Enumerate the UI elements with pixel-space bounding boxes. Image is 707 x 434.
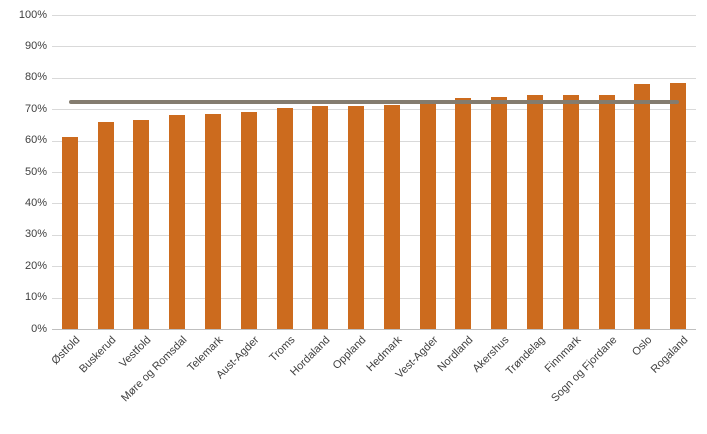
gridline (52, 77, 696, 79)
bar-oslo (634, 84, 651, 329)
x-tick-label: Østfold (49, 334, 83, 368)
bar-oppland (348, 106, 365, 329)
gridline (52, 172, 696, 173)
bar-hedmark (383, 104, 400, 329)
x-tick-label: Rogaland (648, 334, 691, 376)
y-tick-label: 100% (18, 8, 47, 21)
gridline (52, 140, 696, 142)
y-tick-label: 0% (31, 322, 47, 335)
gridline (52, 297, 696, 299)
bar-vestfold (133, 120, 150, 329)
bar-tr-ndelag (527, 95, 543, 329)
bar-akershus (491, 96, 508, 329)
gridline (52, 234, 696, 236)
bar-buskerud (97, 121, 114, 329)
gridline (52, 203, 696, 205)
bar-m-re-og-romsdal (169, 115, 186, 329)
x-tick-label: Sogn og Fjordane (548, 334, 620, 405)
y-tick-label: 70% (24, 102, 47, 115)
y-tick-label: 80% (24, 71, 47, 84)
gridline (52, 109, 696, 111)
x-tick-label: Buskerud (76, 334, 119, 376)
y-tick-label: 10% (24, 291, 47, 304)
bar-sogn-og-fjordane (598, 95, 615, 329)
plot-area (52, 15, 696, 330)
y-tick-label: 90% (24, 39, 47, 52)
bar-vest-agder (419, 99, 436, 329)
y-tick-label: 50% (24, 165, 47, 178)
y-tick-label: 20% (24, 259, 47, 272)
x-axis-line (52, 329, 696, 330)
bar-aust-agder (240, 112, 257, 329)
gridline (52, 15, 696, 16)
x-tick-label: Oppland (330, 334, 369, 372)
bar-telemark (205, 113, 221, 329)
y-tick-label: 30% (24, 228, 47, 241)
gridline (52, 266, 696, 268)
x-tick-label: Oslo (630, 334, 655, 359)
y-tick-label: 60% (24, 134, 47, 147)
bar--stfold (61, 137, 78, 329)
x-tick-label: Troms (266, 334, 298, 365)
reference-line (68, 99, 680, 104)
x-tick-label: Møre og Romsdal (119, 334, 190, 405)
bar-hordaland (312, 106, 329, 329)
gridline (52, 46, 696, 48)
bar-nordland (455, 98, 472, 329)
bar-finnmark (562, 95, 579, 329)
bar-rogaland (670, 82, 687, 329)
x-tick-label: Nordland (435, 334, 476, 375)
bar-troms (276, 107, 293, 329)
y-tick-label: 40% (24, 196, 47, 209)
